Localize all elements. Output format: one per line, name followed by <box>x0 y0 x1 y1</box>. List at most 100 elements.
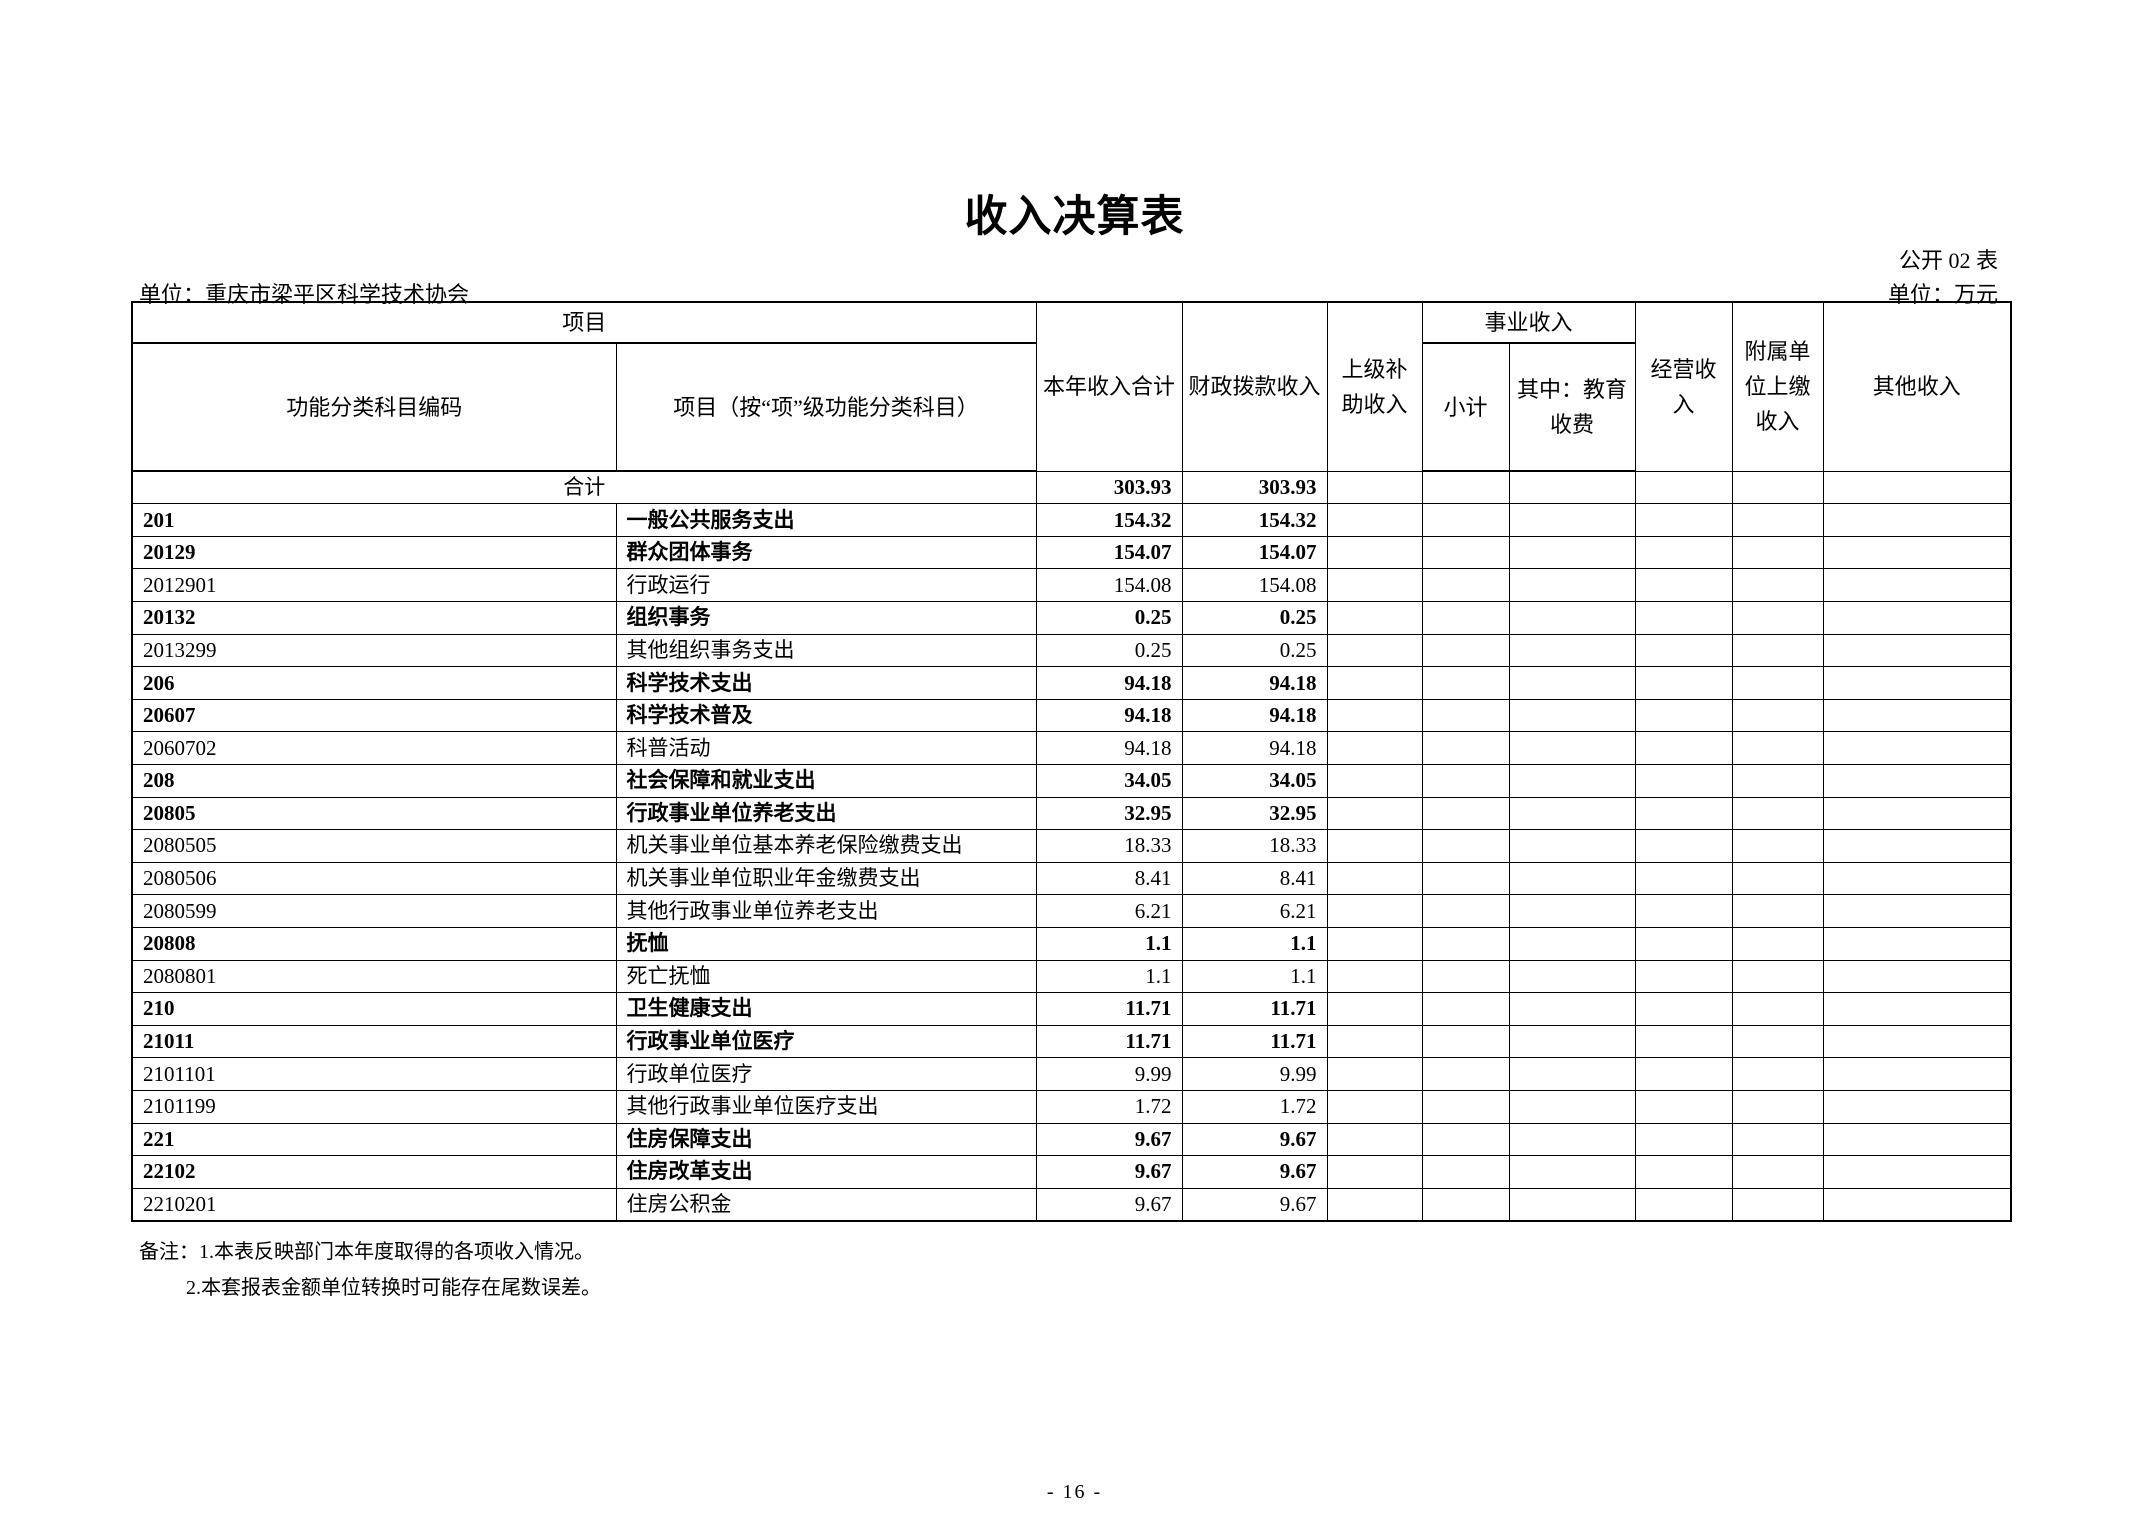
row-other-cell <box>1822 1024 2012 1059</box>
row-operating-cell <box>1634 927 1733 961</box>
row-year-total-cell: 18.33 <box>1035 829 1183 863</box>
row-education-cell <box>1508 666 1636 700</box>
row-superior-cell <box>1326 992 1423 1026</box>
note-line-1: 备注：1.本表反映部门本年度取得的各项收入情况。 <box>139 1241 594 1263</box>
row-education-cell <box>1508 1187 1636 1222</box>
row-name-cell: 机关事业单位职业年金缴费支出 <box>615 861 1037 896</box>
row-code-cell: 2210201 <box>131 1187 617 1222</box>
row-other-cell <box>1822 861 2012 896</box>
row-name-cell: 科学技术普及 <box>615 698 1037 733</box>
row-operating-cell <box>1634 1057 1733 1091</box>
header-education-fee: 其中：教育 收费 <box>1508 342 1636 473</box>
row-subtotal-cell <box>1421 1155 1510 1189</box>
row-subtotal-cell <box>1421 796 1510 831</box>
row-education-cell <box>1508 503 1636 537</box>
header-subtotal: 小计 <box>1421 342 1510 473</box>
row-subtotal-cell <box>1421 731 1510 766</box>
row-subtotal-cell <box>1421 601 1510 635</box>
table-row: 2101101 行政单位医疗 9.99 9.99 <box>131 1057 2012 1091</box>
row-operating-cell <box>1634 731 1733 766</box>
row-affiliated-cell <box>1731 1024 1824 1059</box>
row-code-cell: 210 <box>131 992 617 1026</box>
row-year-total-cell: 154.08 <box>1035 568 1183 603</box>
row-other-cell <box>1822 894 2012 928</box>
header-fiscal-appropriation: 财政拨款收入 <box>1181 301 1328 472</box>
row-education-cell <box>1508 829 1636 863</box>
row-affiliated-cell <box>1731 568 1824 603</box>
table-row: 2080506 机关事业单位职业年金缴费支出 8.41 8.41 <box>131 861 2012 896</box>
table-row: 22102 住房改革支出 9.67 9.67 <box>131 1155 2012 1189</box>
header-other-income: 其他收入 <box>1822 301 2012 472</box>
row-superior-cell <box>1326 1155 1423 1189</box>
row-subtotal-cell <box>1421 894 1510 928</box>
row-operating-cell <box>1634 829 1733 863</box>
row-name-cell: 行政事业单位医疗 <box>615 1024 1037 1059</box>
row-year-total-cell: 94.18 <box>1035 731 1183 766</box>
row-other-cell <box>1822 503 2012 537</box>
row-superior-cell <box>1326 698 1423 733</box>
row-superior-cell <box>1326 601 1423 635</box>
table-row: 2080801 死亡抚恤 1.1 1.1 <box>131 959 2012 994</box>
row-fiscal-cell: 34.05 <box>1181 764 1328 798</box>
table-row: 2080599 其他行政事业单位养老支出 6.21 6.21 <box>131 894 2012 928</box>
row-year-total-cell: 11.71 <box>1035 1024 1183 1059</box>
table-row: 20805 行政事业单位养老支出 32.95 32.95 <box>131 796 2012 831</box>
row-affiliated-cell <box>1731 959 1824 994</box>
row-affiliated-cell <box>1731 796 1824 831</box>
row-affiliated-cell <box>1731 601 1824 635</box>
row-subtotal-cell <box>1421 861 1510 896</box>
table-row: 206 科学技术支出 94.18 94.18 <box>131 666 2012 700</box>
row-subtotal-cell <box>1421 1057 1510 1091</box>
row-other-cell <box>1822 1089 2012 1124</box>
row-year-total-cell: 32.95 <box>1035 796 1183 831</box>
row-code-cell: 2060702 <box>131 731 617 766</box>
row-subtotal-cell <box>1421 698 1510 733</box>
table-row: 21011 行政事业单位医疗 11.71 11.71 <box>131 1024 2012 1059</box>
header-business-income-group: 事业收入 <box>1421 301 1636 345</box>
row-education-cell <box>1508 894 1636 928</box>
row-education-cell <box>1508 470 1636 505</box>
row-affiliated-cell <box>1731 666 1824 700</box>
row-education-cell <box>1508 992 1636 1026</box>
row-year-total-cell: 0.25 <box>1035 601 1183 635</box>
header-superior-subsidy: 上级补 助收入 <box>1326 301 1423 472</box>
row-superior-cell <box>1326 1024 1423 1059</box>
row-code-cell: 221 <box>131 1122 617 1157</box>
row-operating-cell <box>1634 992 1733 1026</box>
row-operating-cell <box>1634 470 1733 505</box>
row-operating-cell <box>1634 894 1733 928</box>
row-year-total-cell: 8.41 <box>1035 861 1183 896</box>
row-superior-cell <box>1326 1089 1423 1124</box>
table-row: 2012901 行政运行 154.08 154.08 <box>131 568 2012 603</box>
row-code-cell: 2101199 <box>131 1089 617 1124</box>
table-row: 210 卫生健康支出 11.71 11.71 <box>131 992 2012 1026</box>
row-education-cell <box>1508 731 1636 766</box>
row-superior-cell <box>1326 861 1423 896</box>
row-operating-cell <box>1634 568 1733 603</box>
row-affiliated-cell <box>1731 927 1824 961</box>
row-education-cell <box>1508 568 1636 603</box>
table-row: 20808 抚恤 1.1 1.1 <box>131 927 2012 961</box>
row-subtotal-cell <box>1421 568 1510 603</box>
row-subtotal-cell <box>1421 959 1510 994</box>
row-other-cell <box>1822 568 2012 603</box>
row-fiscal-cell: 1.1 <box>1181 927 1328 961</box>
row-subtotal-cell <box>1421 1089 1510 1124</box>
row-name-cell: 机关事业单位基本养老保险缴费支出 <box>615 829 1037 863</box>
row-superior-cell <box>1326 1187 1423 1222</box>
row-fiscal-cell: 18.33 <box>1181 829 1328 863</box>
row-other-cell <box>1822 666 2012 700</box>
row-other-cell <box>1822 601 2012 635</box>
row-fiscal-cell: 94.18 <box>1181 666 1328 700</box>
row-other-cell <box>1822 927 2012 961</box>
row-subtotal-cell <box>1421 666 1510 700</box>
row-year-total-cell: 94.18 <box>1035 698 1183 733</box>
row-code-cell: 20132 <box>131 601 617 635</box>
table-row: 20607 科学技术普及 94.18 94.18 <box>131 698 2012 733</box>
row-fiscal-cell: 11.71 <box>1181 992 1328 1026</box>
row-affiliated-cell <box>1731 633 1824 668</box>
row-other-cell <box>1822 1155 2012 1189</box>
notes: 备注：1.本表反映部门本年度取得的各项收入情况。 2.本套报表金额单位转换时可能… <box>139 1241 601 1299</box>
row-code-cell: 2080505 <box>131 829 617 863</box>
